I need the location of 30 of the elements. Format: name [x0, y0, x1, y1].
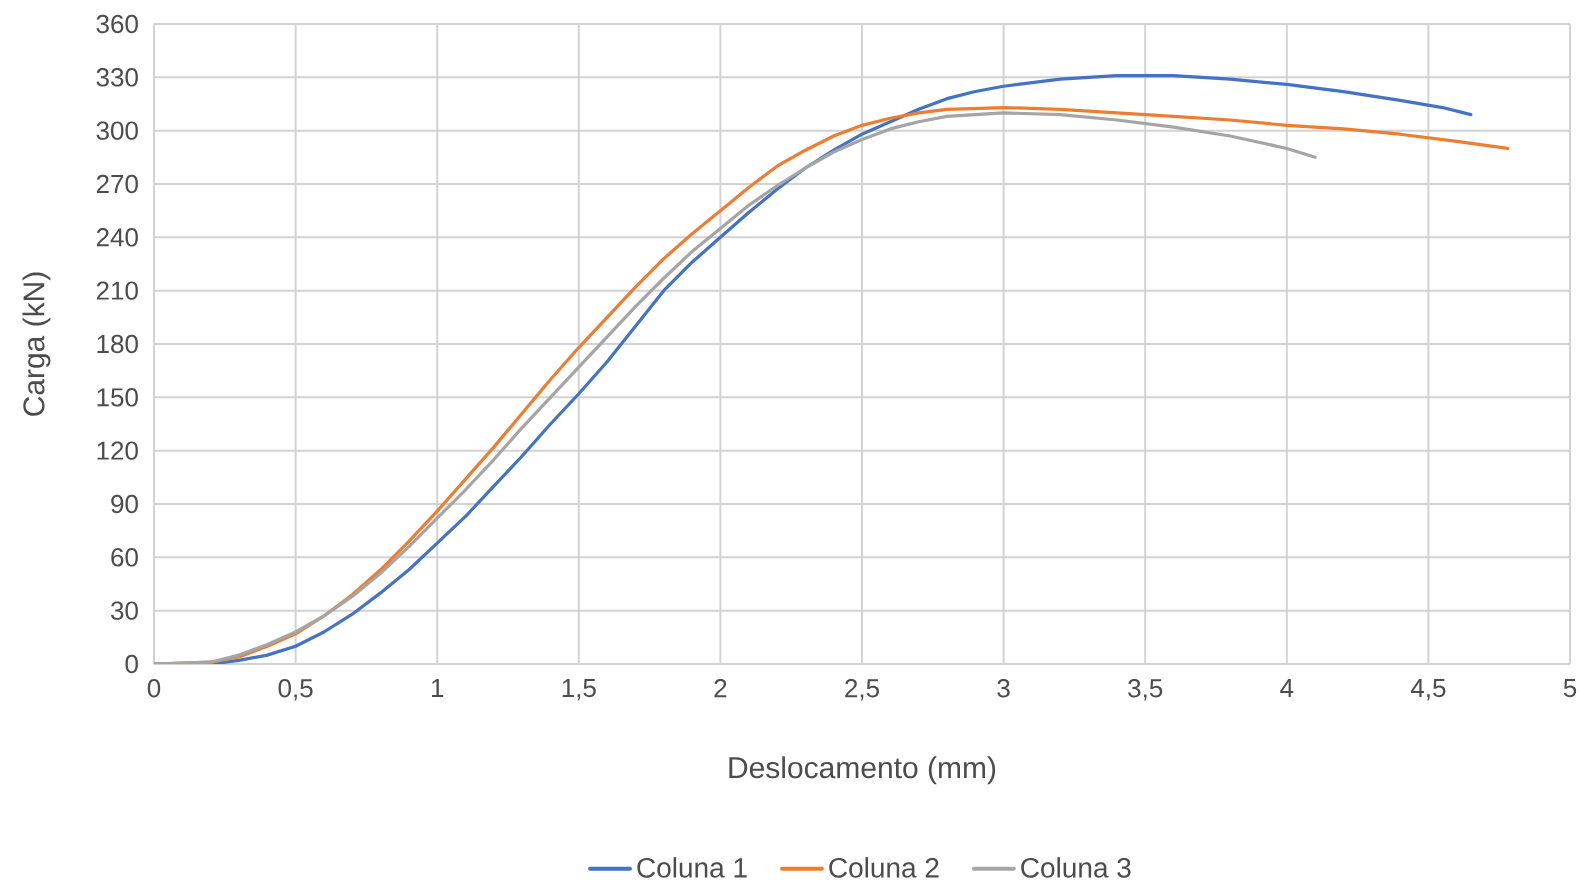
y-tick-label: 360 — [96, 14, 138, 34]
y-tick-label: 270 — [96, 174, 138, 194]
x-tick-label: 2 — [714, 679, 727, 698]
y-tick-label: 330 — [96, 68, 138, 87]
y-tick-label: 300 — [96, 121, 138, 140]
y-tick-label: 60 — [111, 548, 138, 567]
x-tick-label: 5 — [1563, 679, 1577, 698]
x-axis-title: Deslocamento (mm) — [729, 756, 996, 785]
y-tick-label: 210 — [96, 281, 138, 300]
y-tick-label: 90 — [111, 494, 138, 514]
legend-label: Coluna 3 — [1021, 857, 1131, 878]
y-tick-label: 0 — [125, 654, 138, 674]
legend-label: Coluna 1 — [637, 857, 747, 878]
x-tick-label: 1,5 — [562, 679, 596, 701]
x-tick-label: 2,5 — [845, 679, 879, 701]
x-tick-label: 4 — [1280, 679, 1294, 697]
legend-label: Coluna 2 — [829, 857, 939, 878]
y-tick-label: 240 — [96, 228, 138, 247]
x-tick-label: 0,5 — [278, 679, 313, 701]
y-tick-label: 180 — [97, 334, 138, 354]
y-axis-title: Carga (kN) — [22, 272, 51, 416]
y-tick-label: 30 — [111, 601, 138, 620]
line-series — [154, 111, 1317, 664]
x-tick-label: 1 — [431, 679, 444, 697]
x-tick-label: 3,5 — [1128, 679, 1163, 701]
y-tick-label: 150 — [97, 388, 138, 407]
x-tick-label: 4,5 — [1410, 679, 1446, 701]
x-tick-label: 0 — [147, 679, 161, 698]
x-tick-label: 3 — [997, 679, 1010, 698]
y-tick-label: 120 — [97, 441, 138, 460]
